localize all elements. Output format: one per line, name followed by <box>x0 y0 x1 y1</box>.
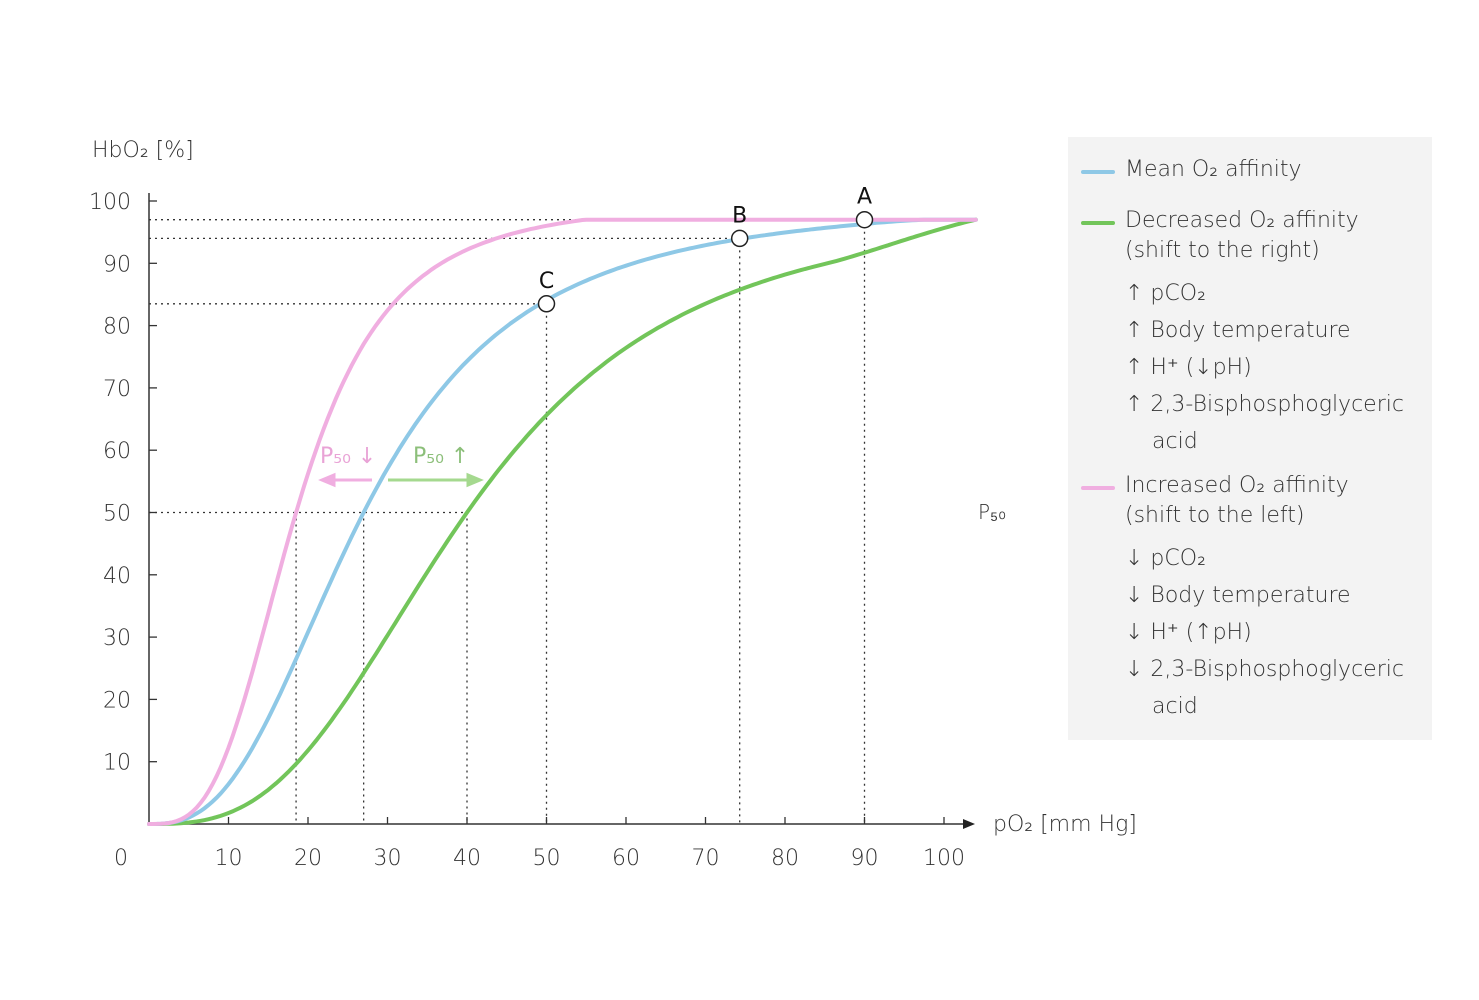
legend-decreased-item: ↑ Body temperature <box>1125 318 1351 343</box>
x-tick-label: 30 <box>374 846 402 871</box>
legend-increased-item: acid <box>1152 694 1198 719</box>
legend-decreased-item: ↑ pCO₂ <box>1125 281 1206 306</box>
x-tick-label: 90 <box>851 846 879 871</box>
point-label: A <box>857 185 872 210</box>
x-tick-label: 80 <box>771 846 799 871</box>
y-tick-label: 90 <box>103 252 131 277</box>
p50-line-label: P₅₀ <box>978 500 1006 524</box>
legend-decreased: Decreased O₂ affinity <box>1125 208 1359 233</box>
point-label: B <box>732 203 747 228</box>
x-tick-label: 40 <box>453 846 481 871</box>
y-tick-label: 70 <box>103 377 131 402</box>
legend-swatch-mean <box>1081 170 1115 174</box>
x-tick-label: 0 <box>114 846 128 871</box>
legend-decreased-item: ↑ H⁺ (↓pH) <box>1125 355 1252 380</box>
legend-decreased-sub: (shift to the right) <box>1125 238 1320 263</box>
y-tick-label: 20 <box>103 688 131 713</box>
x-tick-label: 100 <box>923 846 965 871</box>
legend-increased-item: ↓ H⁺ (↑pH) <box>1125 620 1252 645</box>
y-tick-label: 30 <box>103 626 131 651</box>
point-a <box>855 210 874 229</box>
y-tick-label: 10 <box>103 751 131 776</box>
y-tick-label: 50 <box>103 502 131 527</box>
y-tick-label: 100 <box>89 190 131 215</box>
p50-right-arrow <box>388 472 484 488</box>
y-axis-label: HbO₂ [%] <box>92 138 194 163</box>
legend-decreased-item: ↑ 2,3-Bisphosphoglyceric <box>1125 392 1404 417</box>
curve-decreased <box>147 217 978 826</box>
y-tick-label: 80 <box>103 315 131 340</box>
p50-decrease-annotation: P₅₀ ↓ <box>320 444 376 469</box>
y-tick-label: 40 <box>103 564 131 589</box>
legend-increased: Increased O₂ affinity <box>1125 473 1349 498</box>
x-tick-label: 70 <box>692 846 720 871</box>
x-axis-label: pO₂ [mm Hg] <box>993 812 1137 837</box>
y-tick-label: 60 <box>103 439 131 464</box>
x-tick-label: 50 <box>533 846 561 871</box>
point-c <box>537 295 556 313</box>
x-tick-label: 60 <box>612 846 640 871</box>
curve-mean <box>147 217 978 826</box>
legend-increased-item: ↓ pCO₂ <box>1125 546 1206 571</box>
point-b <box>730 229 749 248</box>
legend-swatch-decreased <box>1081 221 1115 225</box>
legend-mean: Mean O₂ affinity <box>1125 157 1302 182</box>
curve-increased <box>147 217 978 826</box>
x-tick-label: 20 <box>294 846 322 871</box>
x-tick-label: 10 <box>215 846 243 871</box>
p50-left-arrow <box>318 472 372 488</box>
x-axis-arrow <box>963 819 975 829</box>
legend-decreased-item: acid <box>1152 429 1198 454</box>
point-label: C <box>539 269 554 294</box>
p50-increase-annotation: P₅₀ ↑ <box>413 444 469 469</box>
legend-increased-item: ↓ Body temperature <box>1125 583 1351 608</box>
legend-increased-sub: (shift to the left) <box>1125 503 1305 528</box>
legend: Mean O₂ affinity Decreased O₂ affinity (… <box>1068 137 1432 740</box>
legend-swatch-increased <box>1081 486 1115 490</box>
legend-increased-item: ↓ 2,3-Bisphosphoglyceric <box>1125 657 1404 682</box>
